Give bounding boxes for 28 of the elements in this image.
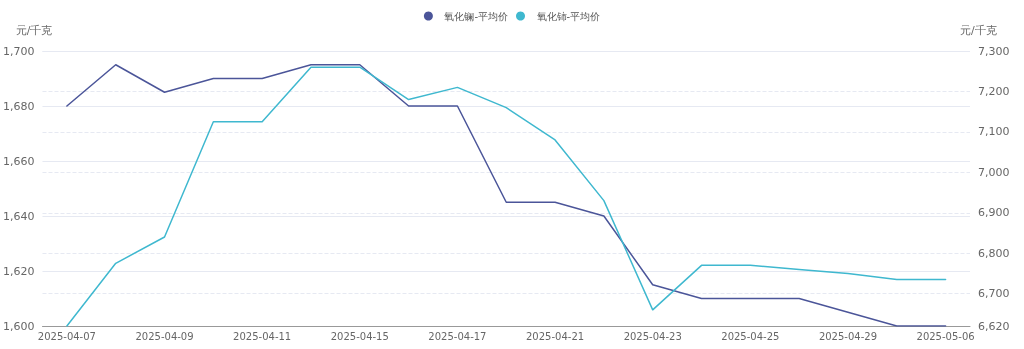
y2-tick-label: 6,800 xyxy=(978,246,1010,260)
y2-tick-label: 7,000 xyxy=(978,165,1010,179)
x-tick-label: 2025-04-23 xyxy=(623,330,682,342)
y2-tick-label: 7,100 xyxy=(978,125,1010,139)
x-tick-label: 2025-04-21 xyxy=(526,330,585,342)
x-tick-label: 2025-04-25 xyxy=(721,330,780,342)
y2-tick-label: 6,700 xyxy=(978,287,1010,301)
y-tick-label: 1,640 xyxy=(2,209,35,223)
legend-label: 氧化镧-平均价 xyxy=(444,10,508,22)
y-tick-label: 1,660 xyxy=(2,154,35,168)
y-tick-label: 1,700 xyxy=(2,44,35,58)
y2-tick-label: 6,620 xyxy=(978,319,1010,333)
y-tick-label: 1,600 xyxy=(2,319,35,333)
y2-tick-label: 6,900 xyxy=(978,206,1010,220)
y-axis-title: 元/千克 xyxy=(15,24,53,37)
y-tick-label: 1,680 xyxy=(2,99,35,113)
x-tick-label: 2025-04-11 xyxy=(233,330,292,342)
y2-axis-title: 元/千克 xyxy=(960,24,997,37)
x-tick-label: 2025-04-29 xyxy=(818,330,878,342)
y2-tick-label: 7,200 xyxy=(978,84,1010,98)
x-tick-label: 2025-05-06 xyxy=(916,330,975,342)
legend-label: 氧化铈-平均价 xyxy=(536,10,601,22)
x-tick-label: 2025-04-09 xyxy=(135,330,194,342)
x-tick-label: 2025-04-15 xyxy=(330,330,389,342)
y-tick-label: 1,620 xyxy=(2,264,35,278)
y2-tick-label: 7,300 xyxy=(978,44,1010,58)
x-tick-label: 2025-04-07 xyxy=(37,330,96,342)
x-tick-label: 2025-04-17 xyxy=(428,330,487,342)
